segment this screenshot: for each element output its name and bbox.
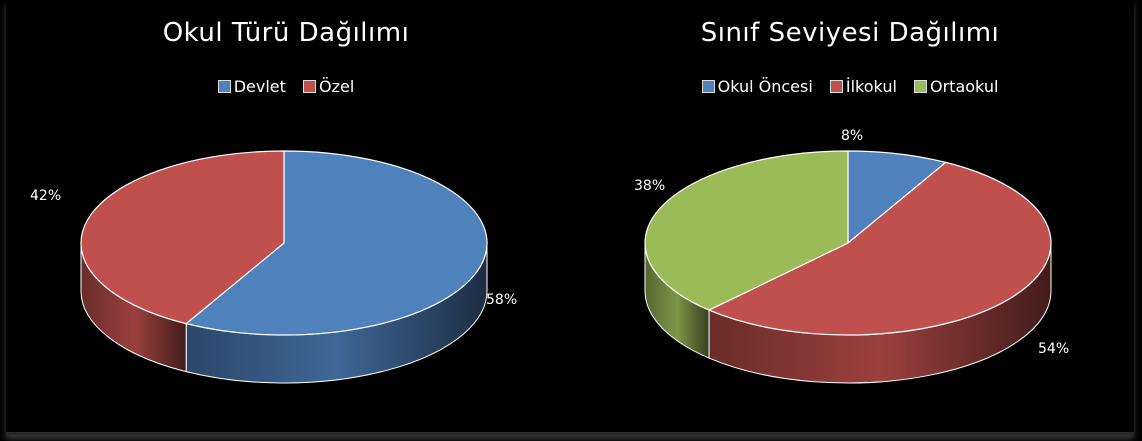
pie-chart: 8% 54% 38% (634, 128, 1069, 384)
data-label: 42% (30, 188, 61, 204)
legend-swatch (914, 80, 927, 93)
pie-slice (847, 150, 947, 244)
data-label: 38% (634, 178, 665, 194)
pie-slice (708, 161, 1052, 336)
legend: Okul Öncesi İlkokul Ortaokul (566, 77, 1134, 96)
legend-swatch (303, 80, 316, 93)
pie-slice (80, 150, 285, 325)
legend-swatch (829, 80, 843, 93)
chart-sinif-seviyesi: Sınıf Seviyesi Dağılımı Okul Öncesi İlko… (566, 0, 1134, 432)
legend-swatch (701, 80, 715, 93)
legend-swatch (217, 80, 231, 93)
data-label: 54% (1038, 341, 1069, 357)
data-label: 8% (841, 128, 863, 144)
legend: Devlet Özel (6, 77, 566, 96)
pie-chart: 42% 58% (30, 150, 517, 384)
legend-item-ilkokul: İlkokul (829, 77, 897, 96)
chart-okul-turu: Okul Türü Dağılımı Devlet Özel 42% 58% (6, 0, 566, 432)
legend-label: Okul Öncesi (717, 77, 813, 96)
pie-slice (644, 150, 849, 311)
legend-label: Ortaokul (930, 77, 999, 96)
legend-item-ortaokul: Ortaokul (914, 77, 998, 96)
legend-item-okul-oncesi: Okul Öncesi (701, 77, 813, 96)
legend-label: Özel (319, 77, 355, 96)
chart-title: Okul Türü Dağılımı (162, 18, 410, 48)
data-label: 58% (486, 292, 517, 308)
chart-area: Okul Türü Dağılımı Devlet Özel 42% 58% S… (6, 0, 1134, 435)
legend-label: İlkokul (845, 77, 897, 96)
legend-item-devlet: Devlet (217, 77, 286, 96)
legend-item-ozel: Özel (303, 77, 354, 96)
chart-title: Sınıf Seviyesi Dağılımı (700, 18, 1000, 48)
pie-slice (185, 150, 488, 336)
legend-label: Devlet (233, 77, 286, 96)
